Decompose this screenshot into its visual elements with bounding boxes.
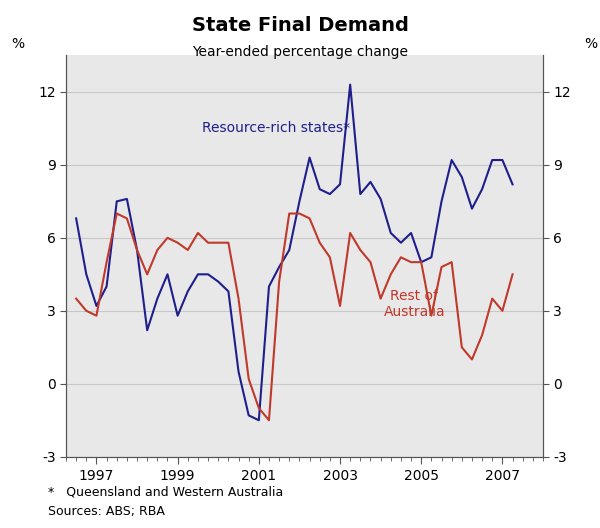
- Text: Year-ended percentage change: Year-ended percentage change: [192, 45, 408, 59]
- Text: State Final Demand: State Final Demand: [191, 16, 409, 35]
- Text: %: %: [584, 37, 597, 51]
- Text: *   Queensland and Western Australia: * Queensland and Western Australia: [48, 486, 283, 499]
- Text: Resource-rich states*: Resource-rich states*: [202, 121, 350, 135]
- Text: %: %: [12, 37, 25, 51]
- Text: Rest of
Australia: Rest of Australia: [383, 289, 445, 319]
- Text: Sources: ABS; RBA: Sources: ABS; RBA: [48, 505, 165, 518]
